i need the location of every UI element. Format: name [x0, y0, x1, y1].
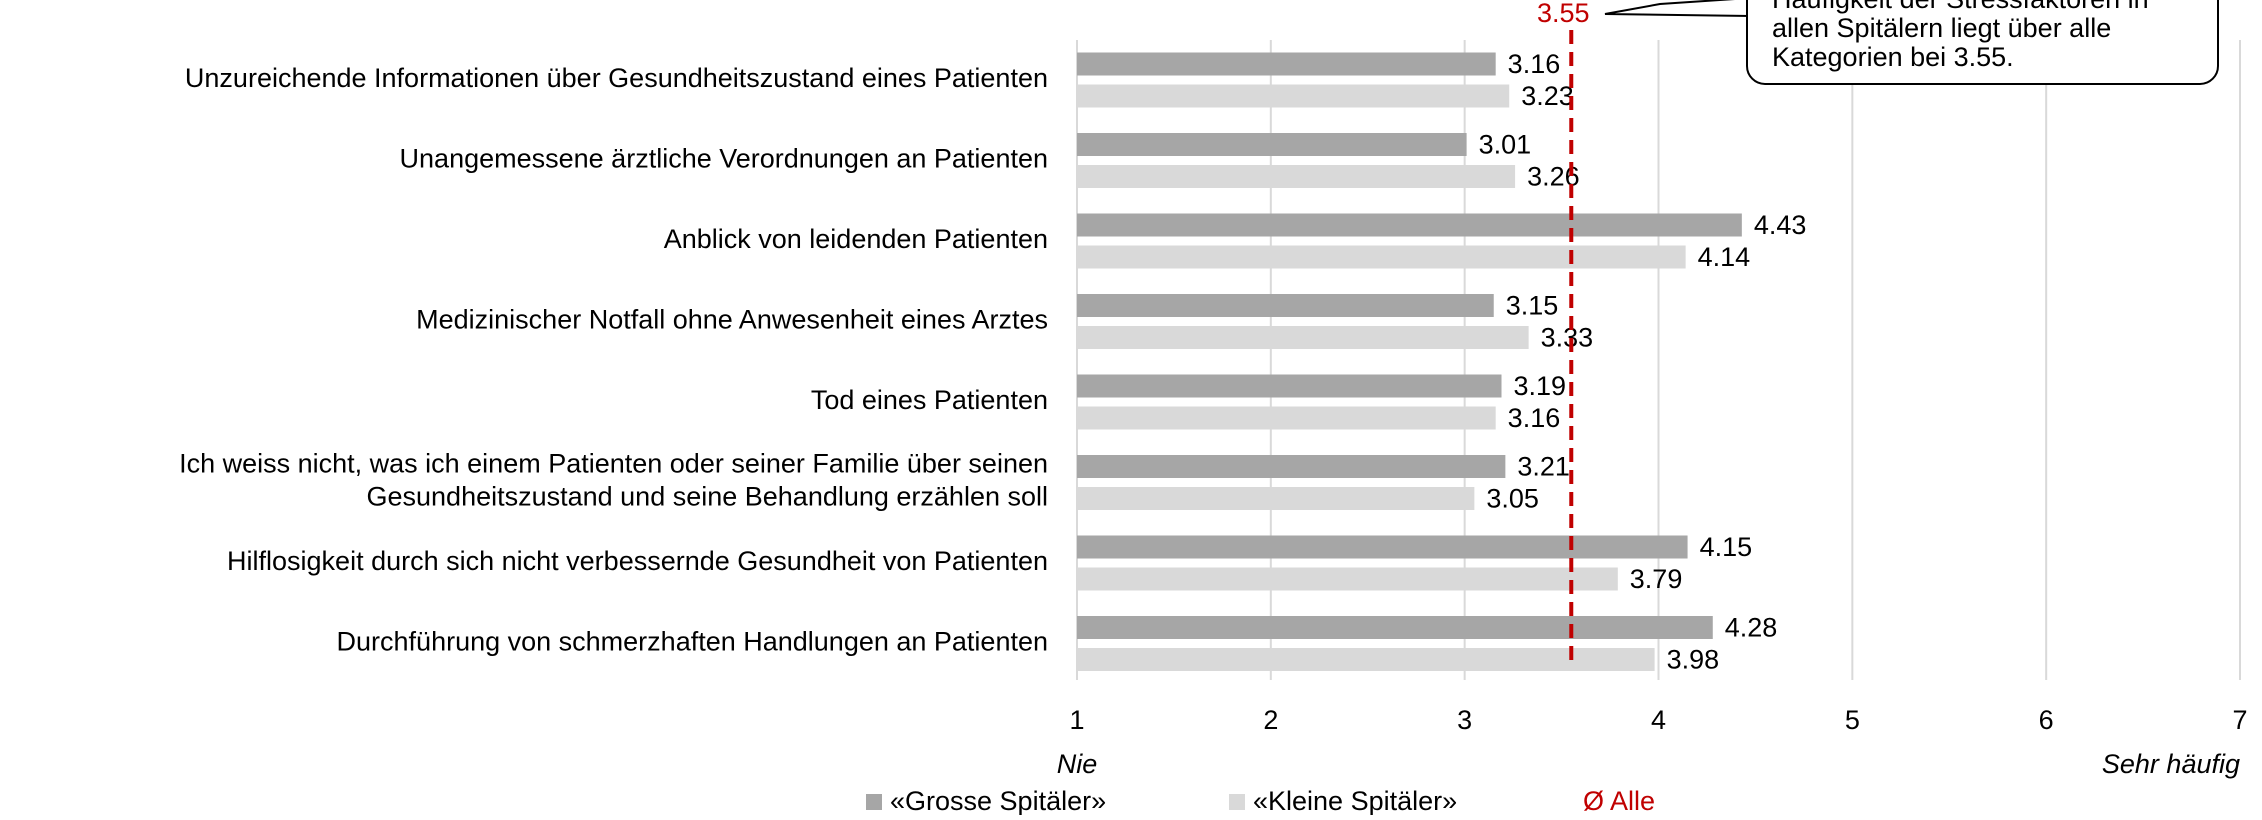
data-label: 3.23: [1521, 81, 1574, 111]
data-label: 3.98: [1667, 645, 1720, 675]
callout-box: [1746, 0, 2219, 85]
bar: [1077, 374, 1502, 398]
x-tick-label: 5: [1845, 705, 1860, 735]
x-tick-label: 4: [1651, 705, 1666, 735]
y-tick-label: Hilflosigkeit durch sich nicht verbesser…: [227, 546, 1048, 576]
y-tick-label: Unangemessene ärztliche Verordnungen an …: [400, 144, 1048, 174]
bar: [1077, 406, 1496, 430]
data-label: 3.16: [1508, 49, 1561, 79]
data-label: 3.19: [1513, 371, 1566, 401]
bar: [1077, 567, 1618, 591]
callout-text: Häufigkeit der Stressfaktoren in: [1772, 0, 2149, 14]
average-label: 3.55: [1537, 0, 1590, 28]
x-tick-label: 1: [1069, 705, 1084, 735]
data-label: 4.14: [1698, 242, 1751, 272]
bar: [1077, 487, 1475, 510]
bar: [1077, 455, 1506, 478]
data-label: 3.79: [1630, 564, 1683, 594]
x-axis-max-label: Sehr häufig: [2102, 749, 2240, 779]
data-label: 3.05: [1486, 484, 1539, 514]
legend-label: «Kleine Spitäler»: [1253, 786, 1457, 815]
bar: [1077, 326, 1529, 349]
bar: [1077, 648, 1655, 671]
x-tick-label: 7: [2232, 705, 2247, 735]
bar: [1077, 294, 1494, 317]
data-label: 3.33: [1541, 323, 1594, 353]
callout-pointer: [1604, 0, 1751, 18]
data-label: 3.15: [1506, 291, 1559, 321]
y-tick-label-line: Ich weiss nicht, was ich einem Patienten…: [179, 449, 1048, 479]
y-tick-label: Anblick von leidenden Patienten: [664, 224, 1048, 254]
legend-swatch: [1229, 794, 1245, 810]
x-tick-label: 2: [1263, 705, 1278, 735]
callout-text: Kategorien bei 3.55.: [1772, 42, 2014, 72]
x-tick-label: 3: [1457, 705, 1472, 735]
bar: [1077, 213, 1742, 237]
callout-text: allen Spitälern liegt über alle: [1772, 13, 2111, 43]
y-tick-label: Unzureichende Informationen über Gesundh…: [185, 63, 1048, 93]
y-tick-label: Durchführung von schmerzhaften Handlunge…: [337, 627, 1048, 657]
data-label: 3.21: [1517, 452, 1570, 482]
bar: [1077, 616, 1713, 639]
data-label: 4.28: [1725, 613, 1778, 643]
data-label: 3.01: [1479, 130, 1532, 160]
y-tick-label: Tod eines Patienten: [811, 385, 1048, 415]
data-label: 3.16: [1508, 403, 1561, 433]
y-tick-label: Ich weiss nicht, was ich einem Patienten…: [179, 449, 1048, 512]
bar: [1077, 535, 1688, 559]
y-tick-label: Medizinischer Notfall ohne Anwesenheit e…: [416, 305, 1048, 335]
bar: [1077, 84, 1510, 108]
bar: [1077, 133, 1467, 156]
legend-swatch: [866, 794, 882, 810]
legend-label: «Grosse Spitäler»: [890, 786, 1106, 815]
bar: [1077, 245, 1686, 269]
y-tick-label-line: Gesundheitszustand und seine Behandlung …: [367, 482, 1049, 512]
x-tick-label: 6: [2039, 705, 2054, 735]
x-axis-min-label: Nie: [1057, 749, 1098, 779]
bar: [1077, 52, 1496, 76]
legend-label: Ø Alle: [1583, 786, 1655, 815]
bar: [1077, 165, 1516, 188]
data-label: 4.15: [1700, 532, 1753, 562]
data-label: 4.43: [1754, 210, 1807, 240]
